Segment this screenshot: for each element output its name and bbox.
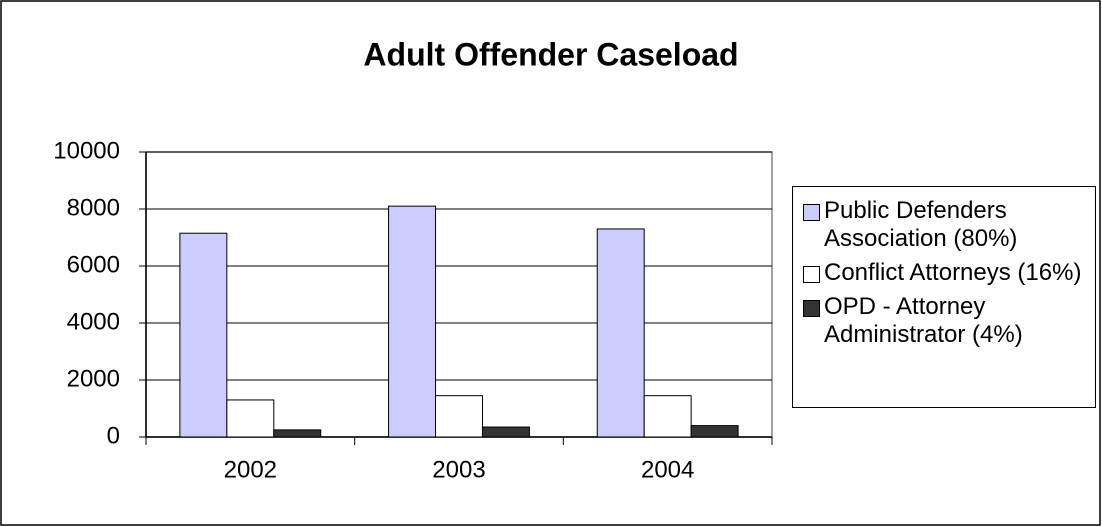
legend: Public Defenders Association (80%) Confli… bbox=[792, 186, 1096, 408]
y-tick-label: 0 bbox=[107, 422, 120, 449]
legend-item: Conflict Attorneys (16%) bbox=[799, 259, 1089, 287]
bar bbox=[273, 429, 322, 438]
y-tick-label: 2000 bbox=[67, 365, 120, 392]
legend-item: Public Defenders Association (80%) bbox=[799, 197, 1089, 253]
plot-area bbox=[145, 151, 773, 438]
bar bbox=[435, 395, 483, 438]
bar bbox=[596, 228, 645, 438]
y-tick-label: 6000 bbox=[67, 251, 120, 278]
legend-swatch bbox=[803, 266, 820, 283]
bar bbox=[388, 205, 437, 438]
legend-swatch bbox=[803, 204, 820, 221]
x-tick-label: 2002 bbox=[224, 456, 277, 483]
legend-label: Public Defenders Association (80%) bbox=[824, 197, 1018, 252]
legend-swatch bbox=[803, 300, 820, 317]
legend-label: Conflict Attorneys (16%) bbox=[824, 259, 1082, 286]
x-tick-label: 2003 bbox=[432, 456, 485, 483]
y-tick-label: 8000 bbox=[67, 194, 120, 221]
y-tick-label: 10000 bbox=[53, 137, 120, 164]
bar bbox=[226, 399, 275, 438]
bar bbox=[179, 232, 228, 438]
bar bbox=[690, 425, 739, 438]
y-tick-label: 4000 bbox=[67, 308, 120, 335]
chart-title: Adult Offender Caseload bbox=[363, 36, 738, 72]
bar bbox=[481, 426, 530, 438]
legend-label: OPD - Attorney Administrator (4%) bbox=[824, 293, 1023, 348]
bar bbox=[643, 395, 692, 438]
legend-item: OPD - Attorney Administrator (4%) bbox=[799, 293, 1089, 349]
x-tick-label: 2004 bbox=[641, 456, 694, 483]
